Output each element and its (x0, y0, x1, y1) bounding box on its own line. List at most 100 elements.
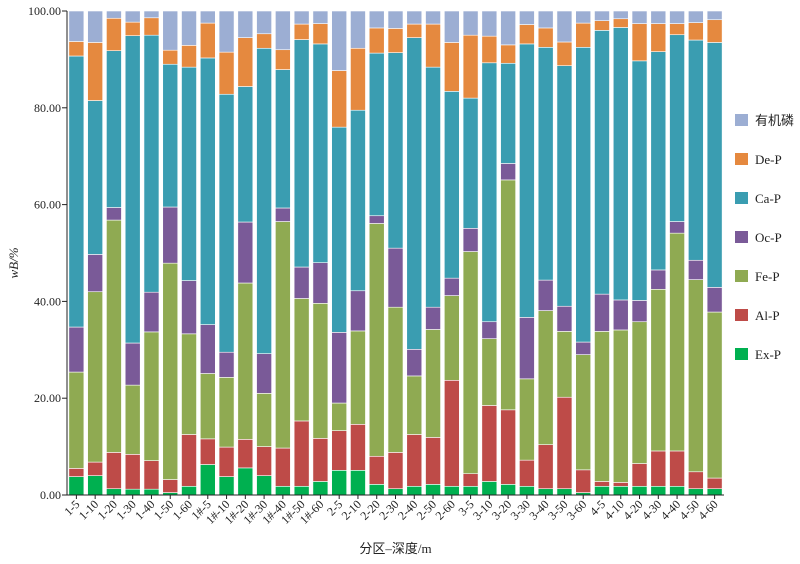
bar-segment (406, 10, 423, 25)
bar-segment (406, 375, 423, 435)
bar-segment (237, 467, 254, 496)
bar-segment (556, 488, 573, 496)
bar-segment (444, 379, 460, 487)
bar-segment (312, 10, 329, 24)
bar-segment (237, 37, 254, 87)
bar-stack (387, 10, 404, 496)
bar-segment (181, 10, 197, 46)
bar-segment (87, 254, 103, 293)
bar-segment (575, 10, 592, 24)
bar-segment (631, 10, 648, 24)
bar-stack (199, 10, 216, 496)
bar-segment (312, 481, 329, 496)
bar-segment (143, 10, 160, 19)
legend-swatch (735, 192, 748, 204)
bar-segment (556, 396, 573, 490)
bar-segment (181, 485, 197, 496)
bar-segment (425, 23, 441, 68)
bar-stack (368, 10, 385, 496)
bar-segment (218, 10, 235, 53)
bar-segment (293, 23, 310, 40)
legend-swatch (735, 270, 748, 282)
bar-segment (669, 232, 685, 452)
bar-segment (631, 463, 648, 487)
bar-segment (537, 488, 554, 496)
x-tick-label: 2-60 (432, 497, 457, 522)
bar-segment (500, 62, 516, 164)
bar-segment (612, 18, 629, 28)
bar-stack (256, 10, 272, 496)
bar-segment (444, 10, 460, 43)
bar-segment (181, 45, 197, 68)
bar-segment (87, 291, 103, 463)
bar-stack (162, 10, 179, 496)
bar-segment (350, 47, 366, 111)
bar-stack (331, 10, 347, 496)
bar-segment (500, 163, 516, 181)
bar-segment (650, 288, 667, 452)
bar-segment (106, 17, 122, 51)
bar-segment (256, 33, 272, 49)
bar-segment (462, 473, 479, 487)
bar-segment (612, 10, 629, 20)
bar-segment (68, 476, 85, 496)
bar-segment (199, 57, 216, 325)
bar-segment (293, 485, 310, 496)
bar-segment (68, 468, 85, 477)
bars-group (68, 10, 723, 496)
bar-segment (312, 303, 329, 439)
legend-item: 有机磷 (735, 113, 794, 128)
legend-label: Ex-P (755, 347, 781, 362)
bar-segment (181, 66, 197, 281)
bar-segment (706, 42, 723, 288)
x-tick-label: 4-60 (695, 497, 720, 522)
bar-segment (293, 266, 310, 299)
bar-segment (669, 10, 685, 24)
bar-segment (481, 62, 498, 323)
bar-stack (106, 10, 122, 496)
bar-segment (387, 10, 404, 29)
bar-segment (537, 310, 554, 445)
bar-segment (669, 221, 685, 234)
bar-segment (237, 10, 254, 38)
bar-segment (631, 485, 648, 496)
bar-segment (199, 373, 216, 440)
bar-segment (575, 22, 592, 48)
bar-segment (350, 290, 366, 332)
bar-segment (575, 469, 592, 493)
bar-segment (312, 23, 329, 45)
bar-segment (68, 10, 85, 42)
bar-segment (350, 330, 366, 425)
bar-stack (143, 10, 160, 496)
bar-segment (87, 10, 103, 43)
bar-segment (275, 69, 291, 209)
bar-stack (631, 10, 648, 496)
bar-segment (293, 420, 310, 487)
bar-segment (124, 454, 141, 490)
bar-segment (68, 326, 85, 373)
bar-segment (594, 481, 610, 487)
bar-segment (575, 46, 592, 343)
legend-swatch (735, 231, 748, 243)
bar-segment (519, 378, 535, 461)
bar-segment (425, 329, 441, 438)
bar-segment (162, 206, 179, 264)
bar-segment (218, 476, 235, 496)
bar-segment (87, 475, 103, 496)
bar-segment (594, 485, 610, 496)
bar-segment (256, 475, 272, 496)
bar-segment (275, 221, 291, 449)
bar-segment (181, 280, 197, 335)
bar-segment (594, 20, 610, 31)
bar-stack (181, 10, 197, 496)
bar-stack (124, 10, 141, 496)
bar-segment (218, 93, 235, 353)
bar-segment (575, 354, 592, 471)
bar-segment (275, 447, 291, 487)
bar-stack (612, 10, 629, 496)
bar-segment (199, 22, 216, 59)
y-tick-label: 20.00 (34, 391, 61, 405)
bar-segment (650, 51, 667, 271)
y-axis-title: wB/% (6, 247, 21, 278)
bar-segment (444, 485, 460, 496)
